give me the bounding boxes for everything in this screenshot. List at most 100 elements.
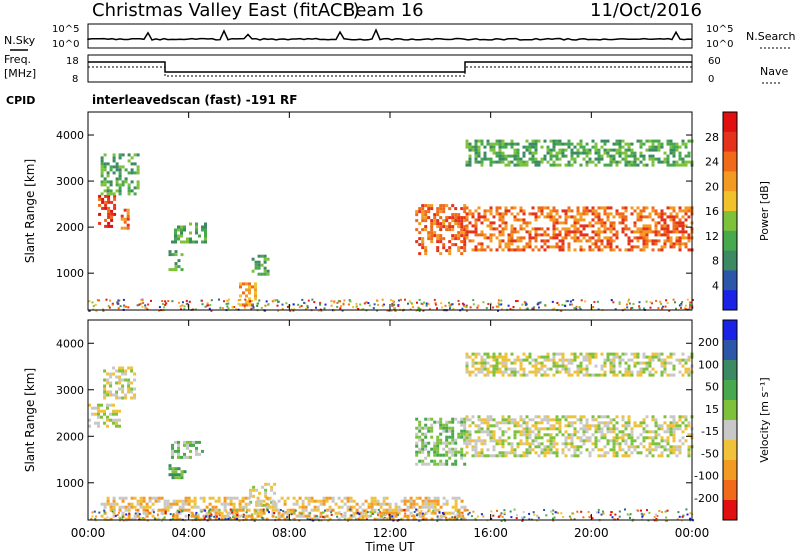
noise-speck [284,511,287,514]
y-tick-label: 3000 [56,384,84,397]
scatter-cell [465,364,469,368]
scatter-cell [468,436,472,440]
noise-speck [307,299,310,302]
scatter-cell [513,421,517,425]
scatter-cell [636,370,640,374]
scatter-cell [519,209,523,213]
scatter-cell [552,436,556,440]
scatter-cell [570,358,574,362]
noise-speck [339,300,342,303]
scatter-cell [636,424,640,428]
scatter-cell [546,233,550,237]
noise-speck [661,511,663,514]
noise-speck [94,518,97,520]
noise-speck [188,300,191,303]
noise-speck [125,305,127,308]
scatter-cell [433,222,437,226]
scatter-cell [678,245,682,249]
scatter-cell [537,163,541,167]
scatter-cell [546,427,550,431]
scatter-cell [465,145,469,149]
scatter-cell [337,505,341,509]
noise-speck [672,298,675,301]
scatter-cell [439,423,443,427]
noise-speck [195,516,198,519]
scatter-cell [244,502,248,506]
scatter-cell [594,151,598,155]
scatter-cell [367,505,371,509]
scatter-cell [561,355,565,359]
scatter-cell [168,467,172,471]
scatter-cell [564,358,568,362]
scatter-cell [177,259,181,263]
scatter-cell [549,367,553,371]
scatter-cell [118,396,122,400]
scatter-cell [504,245,508,249]
scatter-cell [118,366,122,370]
noise-speck [597,308,600,311]
scatter-cell [498,157,502,161]
scatter-cell [648,157,652,161]
noise-speck [306,306,309,309]
scatter-cell [121,387,125,391]
noise-speck [212,510,215,513]
scatter-cell [528,445,532,449]
scatter-cell [576,151,580,155]
scatter-cell [495,248,499,252]
scatter-cell [445,204,449,208]
scatter-cell [543,248,547,252]
scatter-cell [597,227,601,231]
scatter-cell [186,240,189,244]
scatter-cell [594,163,598,167]
scatter-cell [549,209,553,213]
scatter-cell [552,245,556,249]
scatter-cell [669,421,673,425]
noise-speck [561,303,564,306]
scatter-cell [361,508,365,512]
scatter-cell [678,418,682,422]
noise-speck [496,509,498,512]
scatter-cell [400,517,404,521]
scatter-cell [427,450,431,454]
scatter-cell [642,245,646,249]
scatter-cell [552,221,556,225]
scatter-cell [483,442,487,446]
scatter-cell [471,454,475,458]
scatter-cell [451,453,455,457]
scatter-cell [543,427,547,431]
scatter-cell [678,427,682,431]
noise-speck [162,513,165,516]
scatter-cell [627,142,631,146]
noise-speck [349,300,352,303]
scatter-cell [528,451,532,455]
scatter-cell [115,393,119,397]
freq-unit-label: [MHz] [4,67,36,80]
noise-speck [164,512,167,515]
scatter-cell [528,233,532,237]
scatter-cell [442,462,446,466]
scatter-cell [463,249,467,253]
scatter-cell [489,209,493,213]
noise-speck [209,508,212,511]
scatter-cell [588,157,592,161]
scatter-cell [606,442,610,446]
scatter-cell [591,209,595,213]
scatter-cell [594,355,598,359]
scatter-cell [645,163,649,167]
scatter-cell [639,424,643,428]
scatter-cell [97,406,100,410]
scatter-cell [537,206,541,210]
noise-speck [588,516,591,519]
scatter-cell [249,491,253,495]
noise-speck [237,299,240,302]
scatter-cell [103,180,107,184]
noise-speck [257,302,260,305]
scatter-cell [669,151,673,155]
scatter-cell [510,139,514,143]
scatter-cell [492,418,496,422]
scatter-cell [603,245,607,249]
noise-speck [503,512,506,515]
scatter-cell [439,234,443,238]
noise-speck [223,300,225,303]
